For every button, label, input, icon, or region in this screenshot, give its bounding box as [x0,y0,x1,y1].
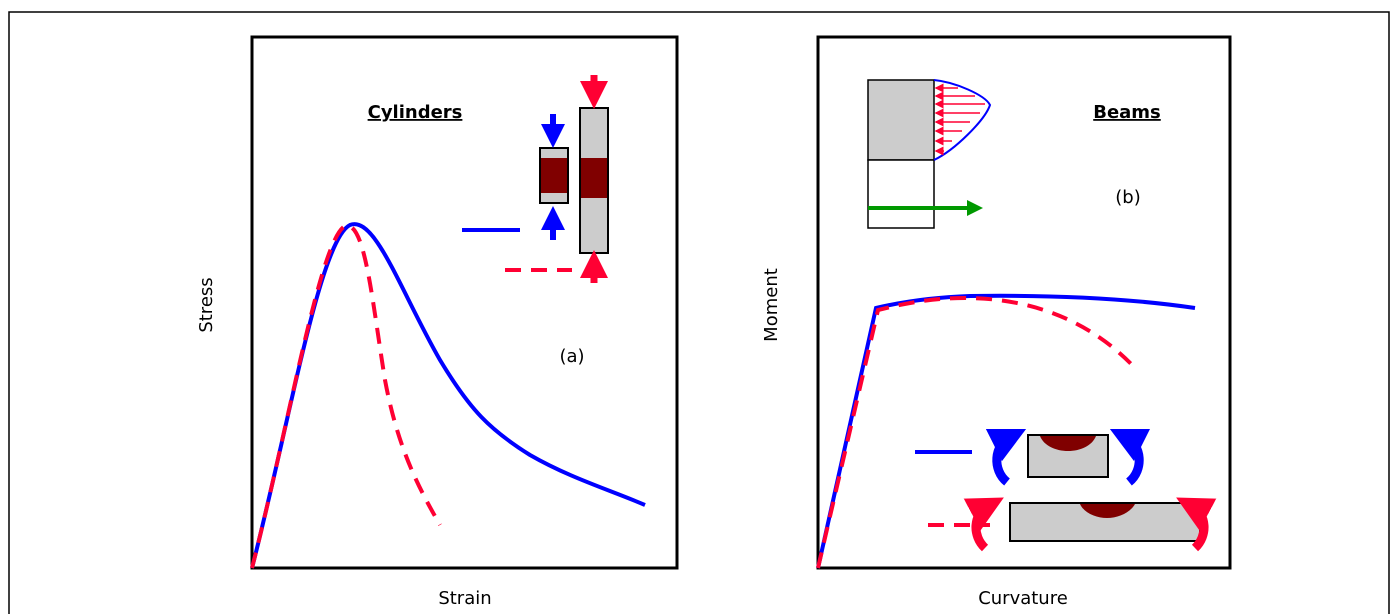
y-axis-title: Stress [196,277,217,332]
curve-solid [252,224,645,568]
beam-tension [868,160,934,228]
figure: Cylinders (a) Stress Strain [0,0,1399,614]
x-axis-title: Strain [438,588,491,609]
stress-block [934,80,990,160]
page: Cylinders (a) Stress Strain [0,0,1399,614]
damage-zone [581,158,607,198]
y-axis-title: Moment [761,268,782,342]
damage-zone [541,158,567,193]
panel-label: (a) [559,346,584,367]
panel-label: (b) [1115,187,1140,208]
beam-compression [868,80,934,160]
x-axis-title: Curvature [978,588,1068,609]
panel-a: Cylinders (a) Stress Strain [196,37,677,609]
panel-b: Beams (b) Moment Curvature [761,37,1230,609]
moment-arrow [997,437,1010,482]
moment-arrow [1126,437,1139,482]
panel-title: Cylinders [368,102,463,123]
curve-dashed [252,226,440,568]
panel-title: Beams [1093,102,1161,123]
